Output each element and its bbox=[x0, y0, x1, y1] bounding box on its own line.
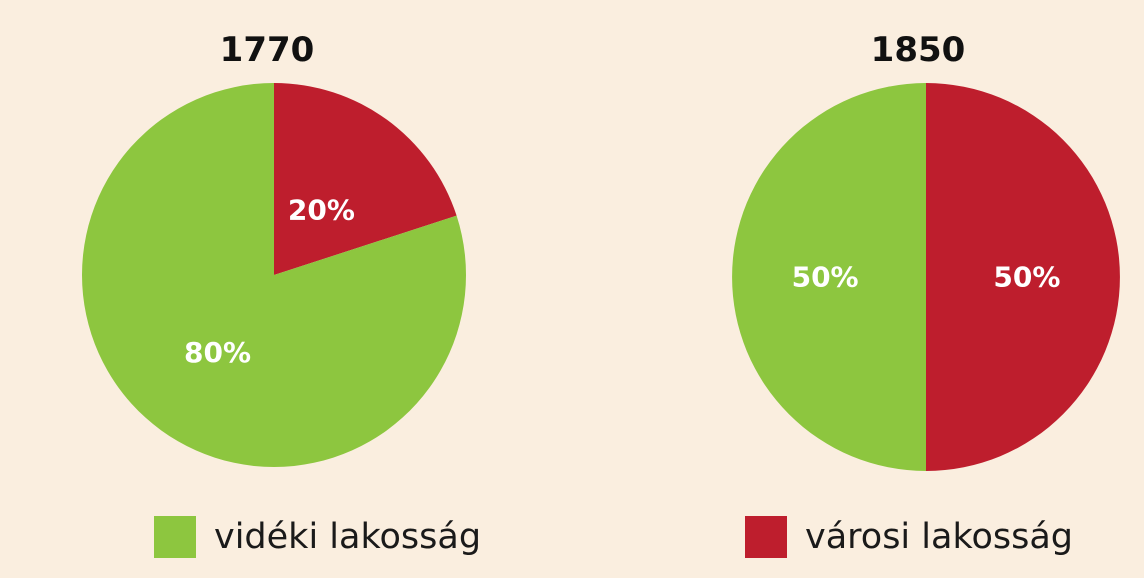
legend-item-urban: városi lakosság bbox=[745, 515, 1073, 559]
chart-title-1770: 1770 bbox=[219, 30, 315, 70]
pie-slice-1850-urban bbox=[926, 83, 1120, 471]
pie-chart-1770: 20% 80% bbox=[82, 83, 466, 467]
legend-swatch-urban bbox=[745, 516, 787, 558]
pie-label-1770-rural: 80% bbox=[184, 336, 251, 369]
chart-title-1850: 1850 bbox=[870, 30, 966, 70]
pie-label-1850-rural: 50% bbox=[792, 261, 859, 294]
legend-label-urban: városi lakosság bbox=[805, 517, 1074, 557]
pie-slice-1850-rural bbox=[732, 83, 926, 471]
pie-chart-1850: 50% 50% bbox=[732, 83, 1120, 471]
pie-slice-1770-urban bbox=[274, 83, 457, 275]
pie-slice-1770-rural bbox=[82, 83, 466, 467]
pie-label-1770-urban: 20% bbox=[288, 193, 355, 226]
legend-label-rural: vidéki lakosság bbox=[214, 517, 482, 557]
legend-swatch-rural bbox=[154, 516, 196, 558]
pie-label-1850-urban: 50% bbox=[993, 261, 1060, 294]
legend-item-rural: vidéki lakosság bbox=[154, 515, 481, 559]
